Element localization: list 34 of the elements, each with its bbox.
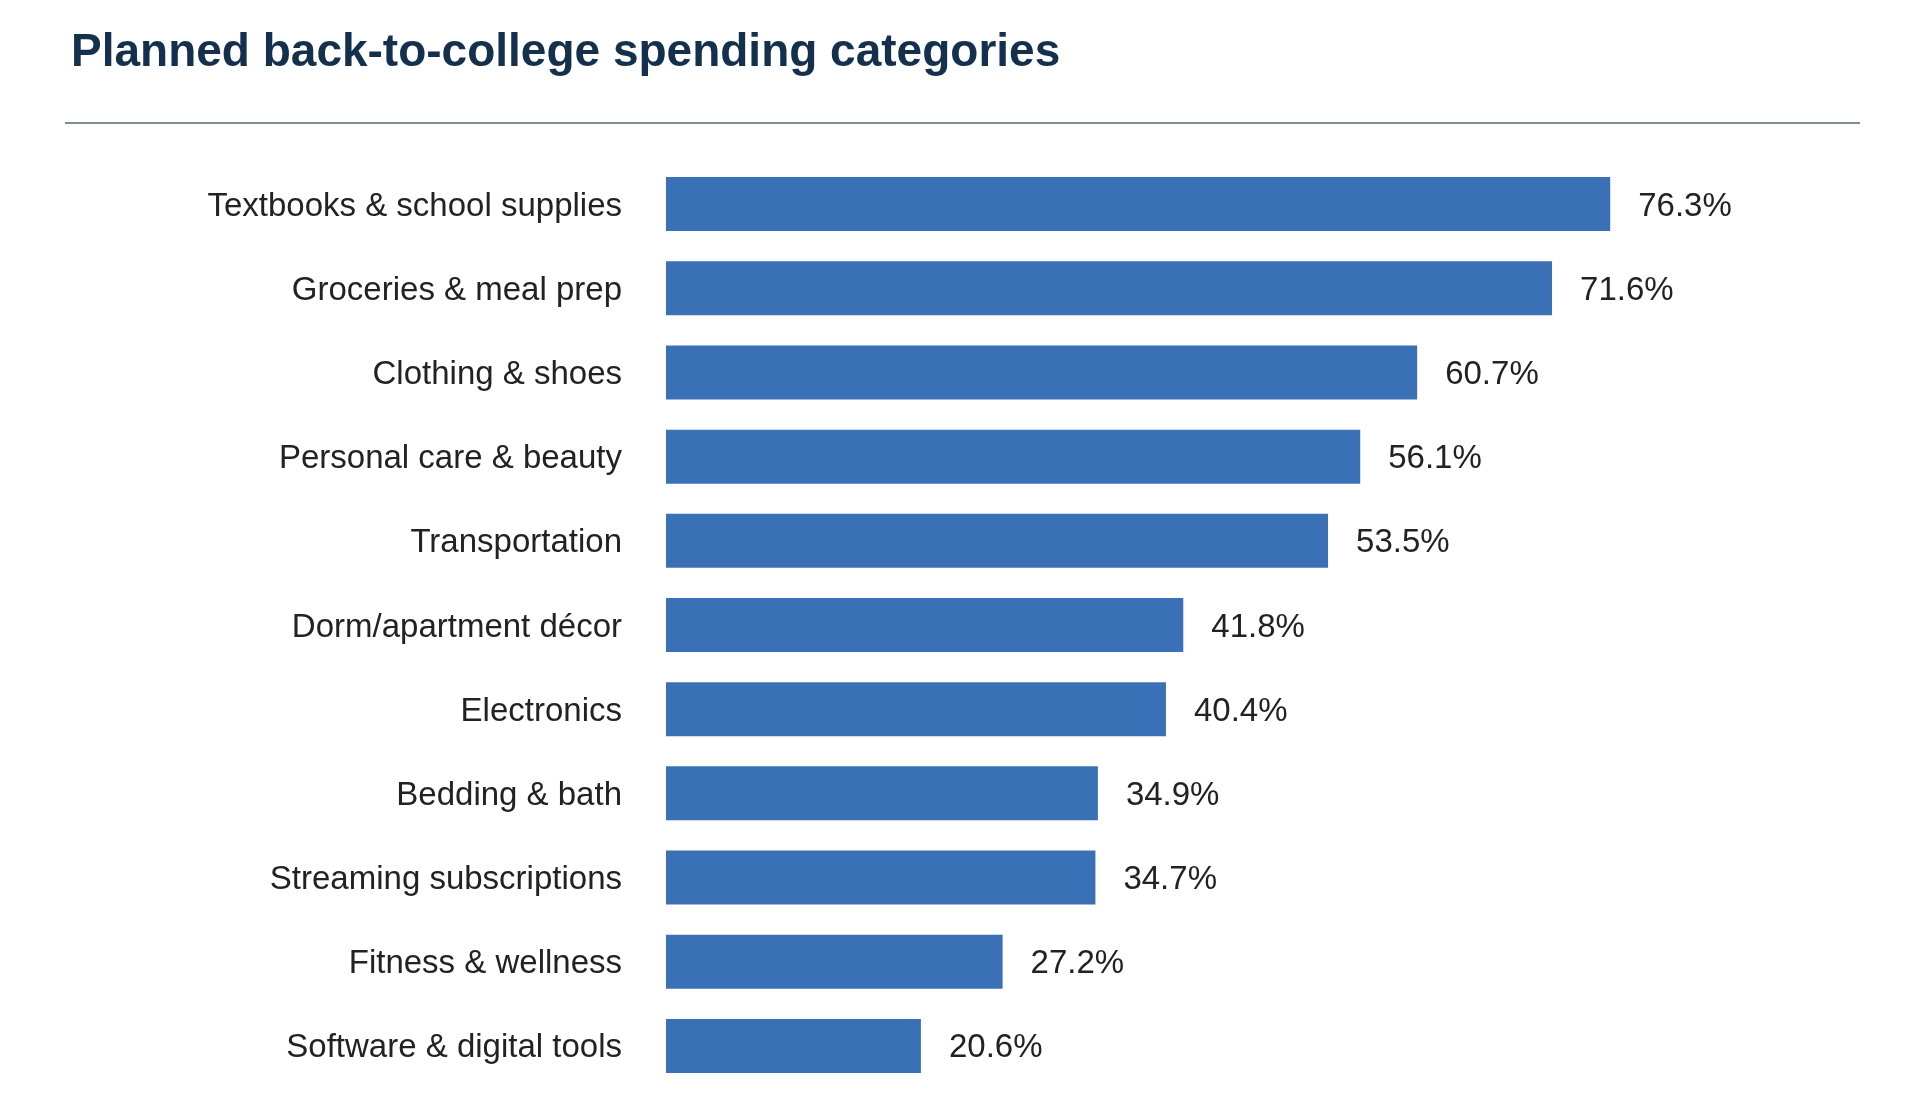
bar <box>666 513 1329 568</box>
y-tick-label: Streaming subscriptions <box>269 859 622 897</box>
y-tick-label: Clothing & shoes <box>372 353 622 391</box>
chart-title: Planned back-to-college spending categories <box>71 24 1061 76</box>
data-label: 40.4% <box>1193 690 1288 728</box>
bar <box>666 934 1003 989</box>
data-label: 34.7% <box>1123 859 1217 897</box>
bar <box>666 261 1553 316</box>
bar <box>666 1018 921 1073</box>
y-tick-label: Personal care & beauty <box>278 438 623 476</box>
y-tick-label: Electronics <box>460 690 622 728</box>
data-label: 27.2% <box>1030 943 1125 981</box>
data-label: 56.1% <box>1388 438 1482 476</box>
y-tick-label: Software & digital tools <box>286 1027 622 1065</box>
data-label: 71.6% <box>1580 269 1674 307</box>
bar <box>666 598 1184 652</box>
y-tick-label: Groceries & meal prep <box>291 269 622 307</box>
y-tick-label: Transportation <box>410 522 622 560</box>
y-tick-label: Bedding & bath <box>396 774 622 812</box>
data-label: 41.8% <box>1211 606 1305 644</box>
bar <box>666 177 1611 232</box>
y-tick-label: Fitness & wellness <box>348 943 622 981</box>
y-tick-label: Dorm/apartment décor <box>291 606 622 644</box>
y-tick-label: Textbooks & school supplies <box>207 185 622 223</box>
bar <box>666 345 1418 400</box>
bar <box>666 429 1361 484</box>
bar <box>666 850 1096 905</box>
data-label: 60.7% <box>1445 353 1539 391</box>
data-label: 76.3% <box>1638 185 1732 223</box>
data-label: 53.5% <box>1356 522 1450 560</box>
data-label: 20.6% <box>948 1027 1043 1065</box>
data-label: 34.9% <box>1125 774 1220 812</box>
bar <box>666 682 1166 737</box>
bar <box>666 766 1098 821</box>
